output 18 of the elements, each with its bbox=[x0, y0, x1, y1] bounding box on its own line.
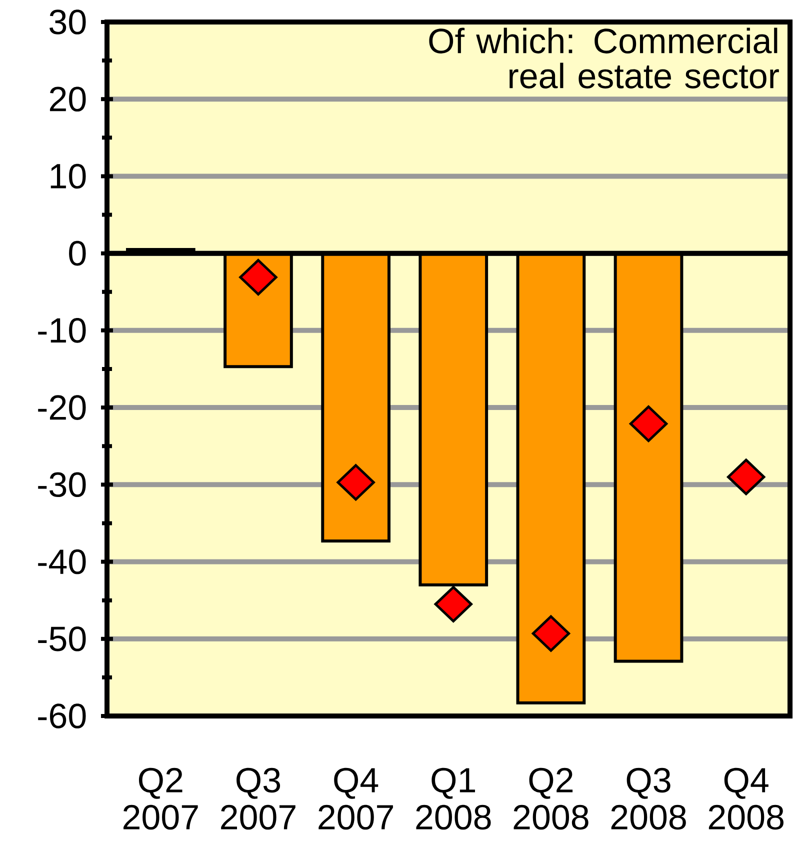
x-tick-label: Q3 2008 bbox=[611, 768, 686, 830]
y-tick-label: -60 bbox=[38, 704, 86, 728]
x-tick-label: Q1 2008 bbox=[416, 768, 491, 830]
y-tick-label: -50 bbox=[38, 626, 86, 652]
x-tick-label: Q3 2007 bbox=[221, 768, 296, 830]
y-tick-label: 30 bbox=[50, 10, 86, 34]
x-tick-label: Q2 2008 bbox=[514, 768, 588, 830]
y-tick-label: 20 bbox=[50, 86, 86, 112]
y-tick-label: 0 bbox=[69, 240, 86, 266]
y-tick-label: -30 bbox=[38, 472, 86, 498]
x-tick-label: Q2 2007 bbox=[124, 768, 198, 830]
y-tick-label: 10 bbox=[50, 164, 86, 189]
x-tick-label: Q4 2008 bbox=[708, 768, 784, 830]
y-tick-label: -10 bbox=[38, 318, 86, 343]
y-tick-label: -20 bbox=[38, 395, 86, 420]
x-tick-label: Q4 2007 bbox=[318, 768, 393, 830]
y-tick-label: -40 bbox=[38, 549, 86, 574]
annotation: Of which: Commercial real estate sector bbox=[429, 28, 779, 88]
